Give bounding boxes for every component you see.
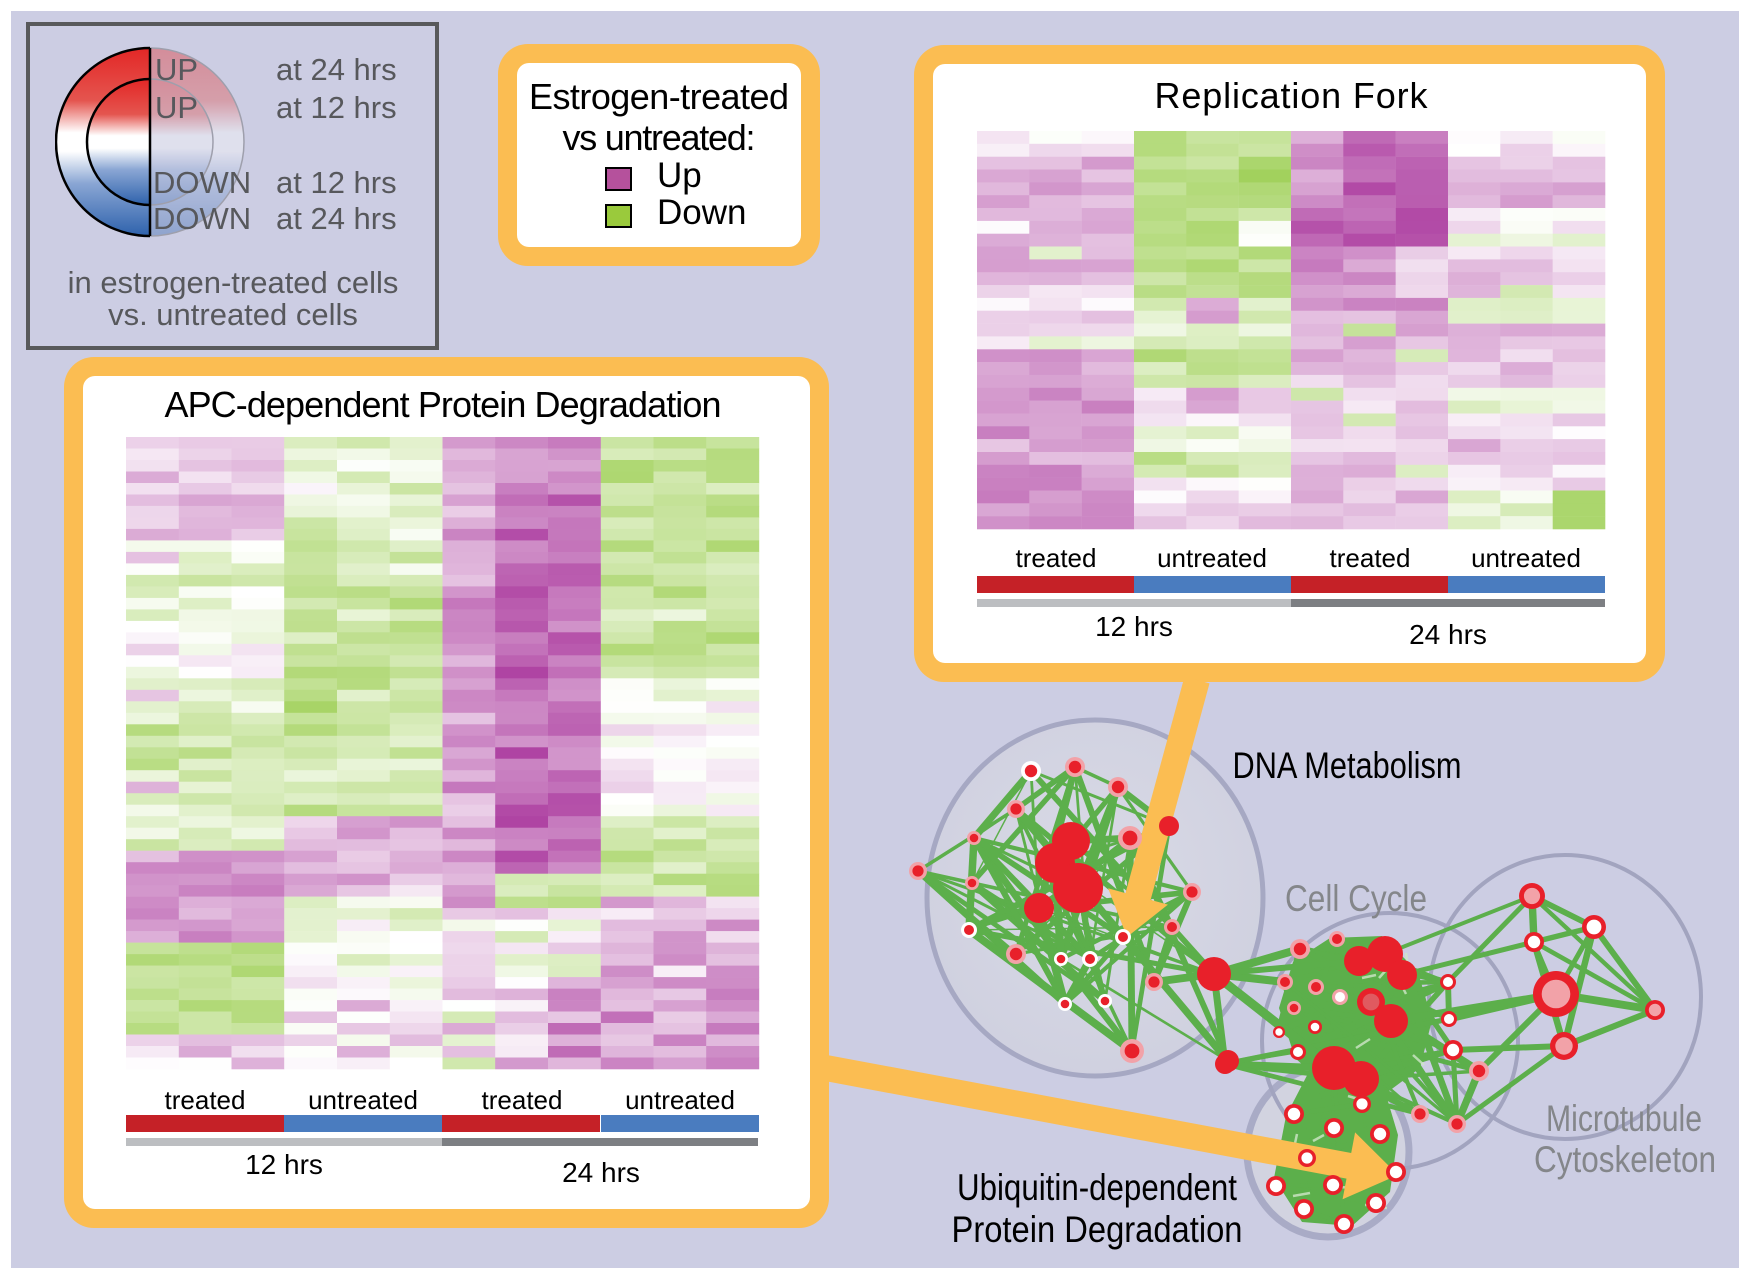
svg-text:APC-dependent Protein Degradat: APC-dependent Protein Degradation bbox=[165, 384, 722, 425]
svg-text:Ubiquitin-dependent: Ubiquitin-dependent bbox=[957, 1167, 1238, 1208]
svg-text:treated: treated bbox=[1330, 543, 1411, 573]
svg-text:Microtubule: Microtubule bbox=[1546, 1098, 1702, 1139]
svg-text:12 hrs: 12 hrs bbox=[1095, 611, 1173, 642]
svg-text:Estrogen-treated: Estrogen-treated bbox=[529, 76, 789, 117]
svg-text:24 hrs: 24 hrs bbox=[1409, 619, 1487, 650]
svg-text:DOWN: DOWN bbox=[153, 201, 251, 236]
svg-text:Down: Down bbox=[657, 193, 746, 232]
svg-text:at 12 hrs: at 12 hrs bbox=[276, 90, 397, 125]
svg-text:in estrogen-treated cells: in estrogen-treated cells bbox=[68, 265, 399, 300]
svg-text:untreated: untreated bbox=[1471, 543, 1581, 573]
svg-text:treated: treated bbox=[482, 1085, 563, 1115]
svg-text:UP: UP bbox=[155, 52, 198, 87]
svg-text:Protein Degradation: Protein Degradation bbox=[952, 1209, 1243, 1250]
svg-text:UP: UP bbox=[155, 90, 198, 125]
svg-text:Up: Up bbox=[657, 156, 702, 195]
svg-text:at 24 hrs: at 24 hrs bbox=[276, 201, 397, 236]
svg-text:Cytoskeleton: Cytoskeleton bbox=[1534, 1139, 1716, 1180]
svg-text:at 12 hrs: at 12 hrs bbox=[276, 165, 397, 200]
svg-text:DOWN: DOWN bbox=[153, 165, 251, 200]
svg-text:untreated: untreated bbox=[308, 1085, 418, 1115]
svg-text:Cell Cycle: Cell Cycle bbox=[1285, 878, 1427, 919]
svg-text:DNA Metabolism: DNA Metabolism bbox=[1233, 745, 1462, 786]
svg-text:24 hrs: 24 hrs bbox=[562, 1157, 640, 1188]
svg-text:vs. untreated cells: vs. untreated cells bbox=[108, 297, 358, 332]
svg-text:12 hrs: 12 hrs bbox=[245, 1149, 323, 1180]
svg-text:untreated: untreated bbox=[625, 1085, 735, 1115]
svg-text:treated: treated bbox=[1016, 543, 1097, 573]
svg-text:untreated: untreated bbox=[1157, 543, 1267, 573]
svg-text:Replication Fork: Replication Fork bbox=[1155, 75, 1429, 116]
svg-text:vs untreated:: vs untreated: bbox=[563, 117, 756, 158]
svg-text:at 24 hrs: at 24 hrs bbox=[276, 52, 397, 87]
svg-text:treated: treated bbox=[165, 1085, 246, 1115]
